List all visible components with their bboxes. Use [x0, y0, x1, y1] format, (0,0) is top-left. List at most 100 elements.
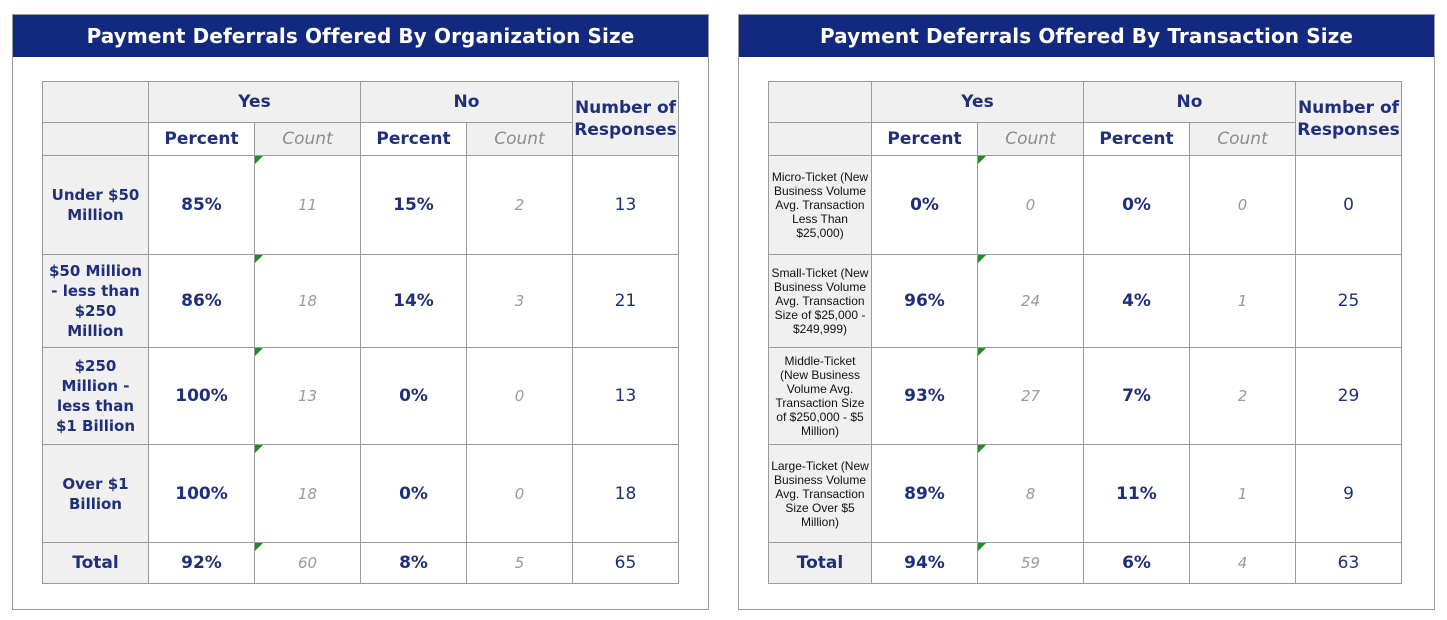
comment-indicator-icon — [255, 156, 263, 164]
no-header: No — [1083, 81, 1296, 123]
no-count-cell: 1 — [1189, 444, 1296, 543]
no-header: No — [360, 81, 573, 123]
row-label: Under $50 Million — [42, 155, 149, 255]
yes-percent-cell: 92% — [148, 542, 255, 584]
comment-indicator-icon — [978, 255, 986, 263]
yes-percent-cell: 96% — [871, 254, 978, 348]
yes-count-cell: 13 — [254, 347, 361, 445]
no-count-cell: 1 — [1189, 254, 1296, 348]
yes-percent-cell: 93% — [871, 347, 978, 445]
no-percent-header: Percent — [360, 122, 467, 156]
no-count-cell: 0 — [466, 444, 573, 543]
yes-percent-cell: 0% — [871, 155, 978, 255]
no-percent-cell: 8% — [360, 542, 467, 584]
yes-percent-cell: 94% — [871, 542, 978, 584]
row-label: Small-Ticket (New Business Volume Avg. T… — [768, 254, 872, 348]
yes-percent-cell: 89% — [871, 444, 978, 543]
responses-cell: 18 — [572, 444, 679, 543]
yes-percent-cell: 100% — [148, 444, 255, 543]
panel-title: Payment Deferrals Offered By Transaction… — [739, 15, 1434, 57]
yes-count-cell: 8 — [977, 444, 1084, 543]
corner-cell — [768, 122, 872, 156]
comment-indicator-icon — [978, 445, 986, 453]
comment-indicator-icon — [255, 255, 263, 263]
total-row: Total 94% 59 6% 4 63 — [768, 542, 1402, 584]
yes-count-cell: 18 — [254, 444, 361, 543]
row-label: Middle-Ticket (New Business Volume Avg. … — [768, 347, 872, 445]
no-percent-cell: 0% — [360, 444, 467, 543]
yes-count-cell: 60 — [254, 542, 361, 584]
no-percent-cell: 15% — [360, 155, 467, 255]
table-row: Middle-Ticket (New Business Volume Avg. … — [768, 347, 1402, 445]
no-count-cell: 5 — [466, 542, 573, 584]
no-percent-cell: 14% — [360, 254, 467, 348]
comment-indicator-icon — [255, 445, 263, 453]
no-count-cell: 0 — [466, 347, 573, 445]
transaction-size-panel: Payment Deferrals Offered By Transaction… — [738, 14, 1435, 610]
no-count-header: Count — [466, 122, 573, 156]
yes-percent-cell: 86% — [148, 254, 255, 348]
yes-count-cell: 24 — [977, 254, 1084, 348]
yes-percent-header: Percent — [871, 122, 978, 156]
responses-cell: 13 — [572, 155, 679, 255]
responses-header: Number of Responses — [1295, 81, 1402, 156]
yes-count-cell: 0 — [977, 155, 1084, 255]
table-row: $250 Million - less than $1 Billion 100%… — [42, 347, 679, 445]
responses-cell: 21 — [572, 254, 679, 348]
no-percent-header: Percent — [1083, 122, 1190, 156]
yes-count-cell: 11 — [254, 155, 361, 255]
no-count-cell: 2 — [466, 155, 573, 255]
yes-count-cell: 59 — [977, 542, 1084, 584]
panel-title: Payment Deferrals Offered By Organizatio… — [13, 15, 708, 57]
row-label: $250 Million - less than $1 Billion — [42, 347, 149, 445]
corner-cell — [768, 81, 872, 123]
no-count-cell: 3 — [466, 254, 573, 348]
responses-cell: 29 — [1295, 347, 1402, 445]
table-row: Under $50 Million 85% 11 15% 2 13 — [42, 155, 679, 255]
corner-cell — [42, 81, 149, 123]
responses-cell: 25 — [1295, 254, 1402, 348]
table-row: Over $1 Billion 100% 18 0% 0 18 — [42, 444, 679, 543]
responses-cell: 13 — [572, 347, 679, 445]
comment-indicator-icon — [978, 348, 986, 356]
row-label: Micro-Ticket (New Business Volume Avg. T… — [768, 155, 872, 255]
no-percent-cell: 11% — [1083, 444, 1190, 543]
org-size-panel: Payment Deferrals Offered By Organizatio… — [12, 14, 709, 610]
yes-header: Yes — [871, 81, 1084, 123]
yes-percent-cell: 100% — [148, 347, 255, 445]
row-label: Over $1 Billion — [42, 444, 149, 543]
table-row: Micro-Ticket (New Business Volume Avg. T… — [768, 155, 1402, 255]
yes-count-header: Count — [254, 122, 361, 156]
corner-cell — [42, 122, 149, 156]
responses-cell: 65 — [572, 542, 679, 584]
row-label: Large-Ticket (New Business Volume Avg. T… — [768, 444, 872, 543]
row-label: $50 Million - less than $250 Million — [42, 254, 149, 348]
total-label: Total — [42, 542, 149, 584]
responses-cell: 63 — [1295, 542, 1402, 584]
no-percent-cell: 0% — [1083, 155, 1190, 255]
yes-percent-header: Percent — [148, 122, 255, 156]
responses-header: Number of Responses — [572, 81, 679, 156]
responses-cell: 0 — [1295, 155, 1402, 255]
comment-indicator-icon — [255, 348, 263, 356]
no-count-cell: 4 — [1189, 542, 1296, 584]
no-percent-cell: 0% — [360, 347, 467, 445]
no-percent-cell: 6% — [1083, 542, 1190, 584]
no-count-cell: 0 — [1189, 155, 1296, 255]
table-row: $50 Million - less than $250 Million 86%… — [42, 254, 679, 348]
table-row: Large-Ticket (New Business Volume Avg. T… — [768, 444, 1402, 543]
yes-percent-cell: 85% — [148, 155, 255, 255]
total-row: Total 92% 60 8% 5 65 — [42, 542, 679, 584]
comment-indicator-icon — [978, 156, 986, 164]
comment-indicator-icon — [978, 543, 986, 551]
no-count-header: Count — [1189, 122, 1296, 156]
no-count-cell: 2 — [1189, 347, 1296, 445]
no-percent-cell: 7% — [1083, 347, 1190, 445]
transaction-size-table: Yes No Number of Responses Percent Count… — [768, 81, 1402, 584]
comment-indicator-icon — [255, 543, 263, 551]
no-percent-cell: 4% — [1083, 254, 1190, 348]
total-label: Total — [768, 542, 872, 584]
responses-cell: 9 — [1295, 444, 1402, 543]
yes-count-cell: 27 — [977, 347, 1084, 445]
table-row: Small-Ticket (New Business Volume Avg. T… — [768, 254, 1402, 348]
